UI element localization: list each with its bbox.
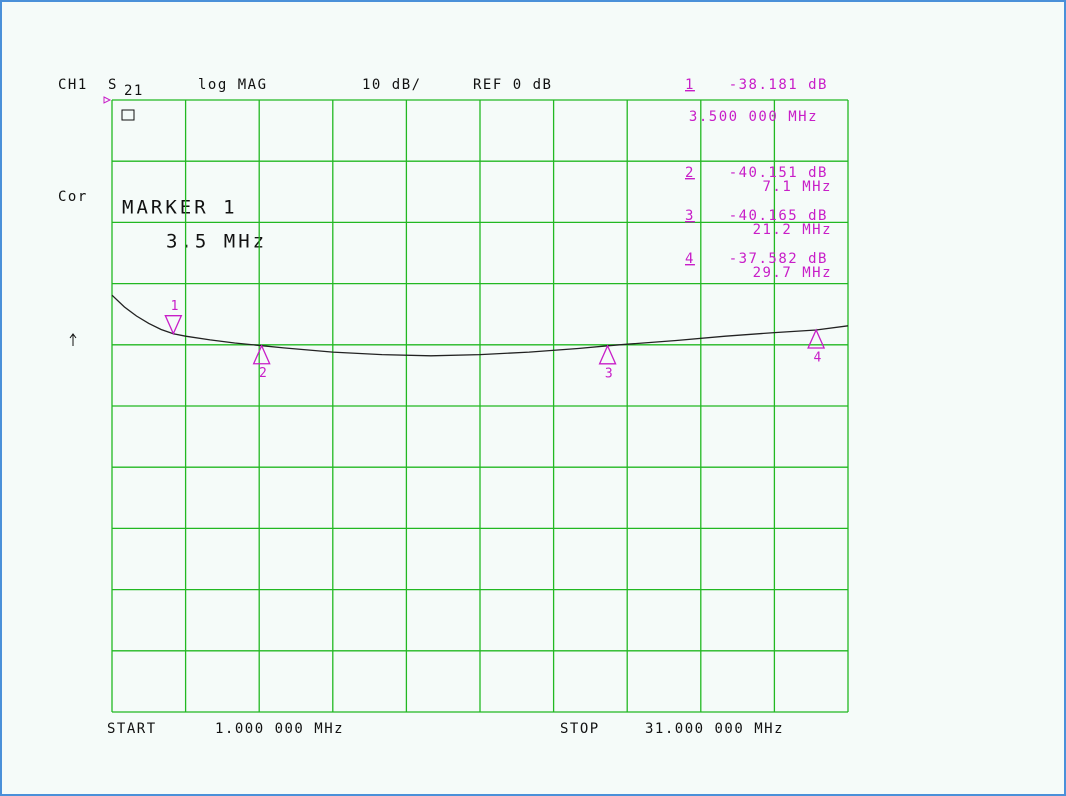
- start-label: START: [107, 721, 157, 737]
- parameter: S: [108, 77, 118, 93]
- trace: [111, 294, 849, 357]
- marker-freq: 3.5 MHz: [166, 231, 267, 253]
- marker-label: 2: [259, 366, 268, 381]
- format: log MAG: [198, 77, 268, 93]
- marker-label: 1: [171, 299, 180, 314]
- readout-number: 3: [685, 208, 695, 224]
- readout-freq: 21.2 MHz: [753, 222, 832, 238]
- readout-freq: 3.500 000 MHz: [689, 109, 818, 125]
- readout-value: -40.165 dB: [729, 208, 828, 224]
- scale: 10 dB/: [362, 77, 422, 93]
- channel: CH1: [58, 77, 88, 93]
- marker: [252, 344, 271, 365]
- readout-value: -38.181 dB: [729, 77, 828, 93]
- ref-arrow: [69, 333, 77, 346]
- marker-label: 4: [813, 351, 822, 366]
- readout-freq: 29.7 MHz: [753, 265, 832, 281]
- parameter-sub: 21: [124, 83, 144, 99]
- stop-value: 31.000 000 MHz: [645, 721, 784, 737]
- status-icon: [121, 109, 135, 121]
- marker: [807, 328, 826, 349]
- readout-number: 1: [685, 77, 695, 93]
- start-value: 1.000 000 MHz: [215, 721, 344, 737]
- readout-number: 4: [685, 251, 695, 267]
- readout-number: 2: [685, 165, 695, 181]
- stop-label: STOP: [560, 721, 600, 737]
- marker-label: 3: [605, 366, 614, 381]
- readout-freq: 7.1 MHz: [762, 179, 832, 195]
- ref-pointer: [103, 96, 112, 104]
- marker: [598, 344, 617, 365]
- readout-value: -40.151 dB: [729, 165, 828, 181]
- correction: Cor: [58, 189, 88, 205]
- reference: REF 0 dB: [473, 77, 552, 93]
- readout-value: -37.582 dB: [729, 251, 828, 267]
- marker: [164, 315, 183, 336]
- marker-title: MARKER 1: [122, 197, 238, 219]
